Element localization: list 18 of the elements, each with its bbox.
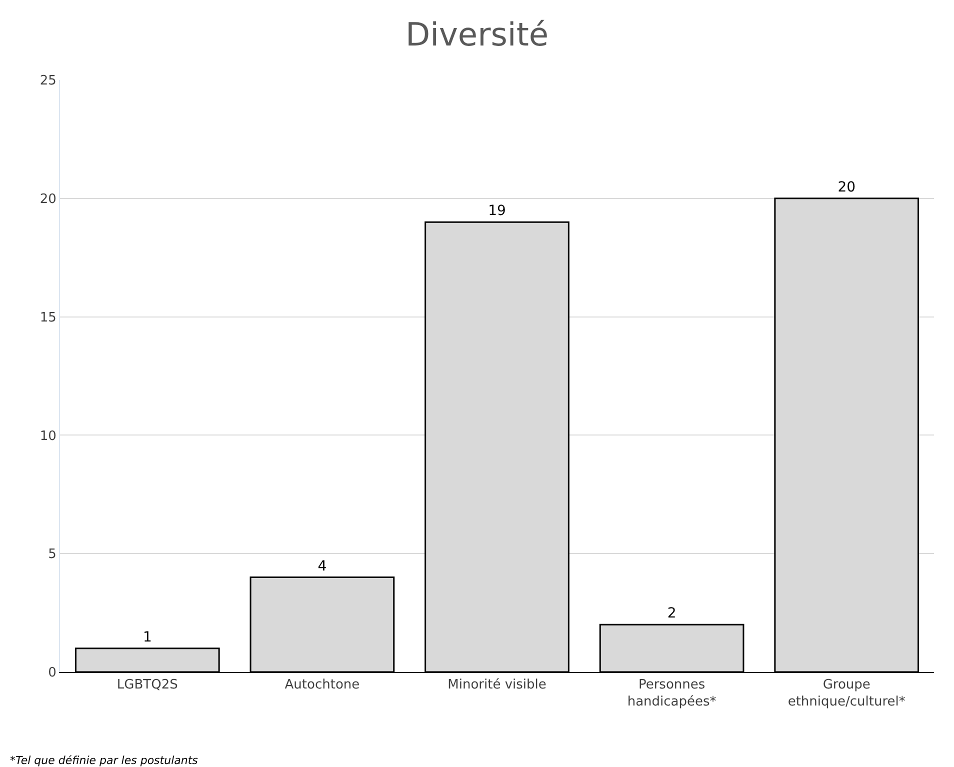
x-tick-label: Minorité visible <box>448 678 546 693</box>
x-tick-label: Groupe ethnique/culturel* <box>788 678 906 710</box>
chart-title: Diversité <box>405 15 549 54</box>
data-label: 2 <box>667 606 676 622</box>
y-tick-label: 20 <box>40 192 56 207</box>
data-label: 19 <box>488 203 506 220</box>
y-tick-label: 5 <box>48 547 56 562</box>
data-label: 20 <box>838 179 856 196</box>
text: *Tel que définie par les postulants <box>10 754 198 767</box>
y-tick-label: 10 <box>40 428 56 444</box>
y-tick-label: 15 <box>40 310 56 326</box>
x-tick-label: Personnes handicapées* <box>627 678 717 710</box>
y-tick-label: 25 <box>40 74 56 89</box>
data-label: 4 <box>318 558 327 574</box>
y-tick-label: 0 <box>48 666 56 681</box>
data-label: 1 <box>142 629 152 646</box>
x-tick-label: LGBTQ2S <box>116 678 178 693</box>
x-tick-label: Autochtone <box>284 678 360 693</box>
